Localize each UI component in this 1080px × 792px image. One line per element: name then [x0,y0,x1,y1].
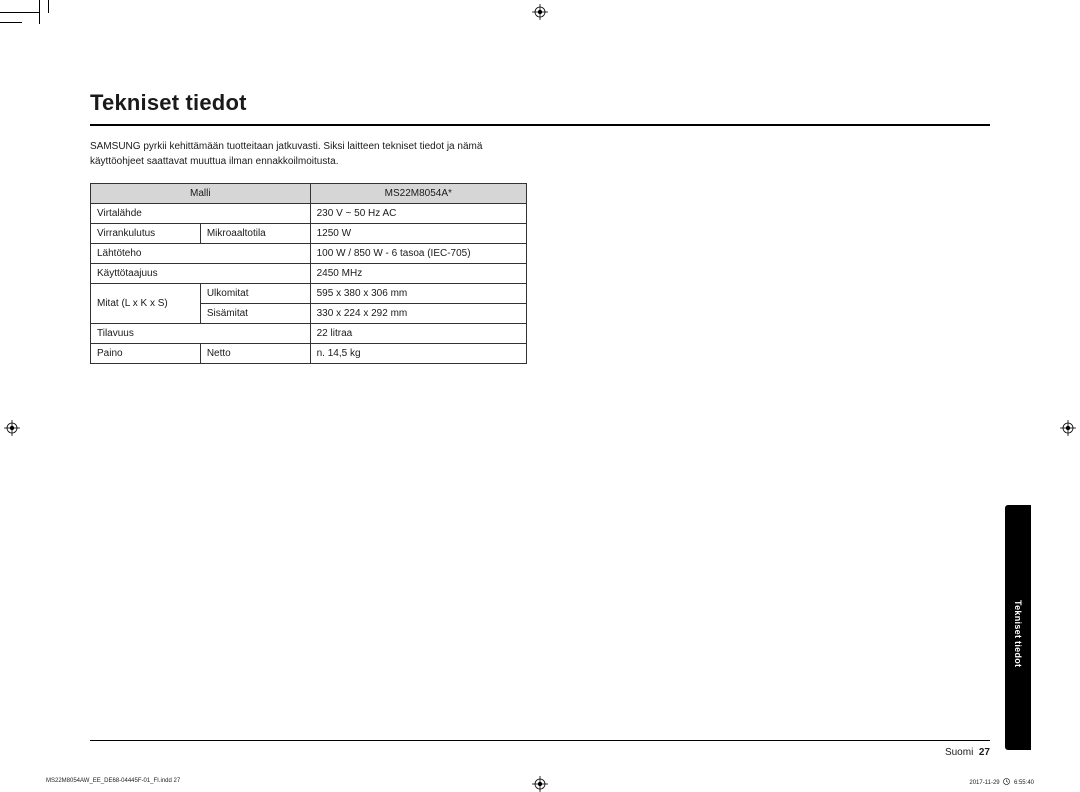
specifications-table: Malli MS22M8054A* Virtalähde230 V ~ 50 H… [90,183,527,364]
table-cell: 230 V ~ 50 Hz AC [310,204,526,224]
table-cell: Paino [91,344,201,364]
table-cell: Käyttötaajuus [91,264,311,284]
table-row: Virtalähde230 V ~ 50 Hz AC [91,204,527,224]
page-title: Tekniset tiedot [90,90,990,116]
table-cell: Virrankulutus [91,224,201,244]
page-number: Suomi 27 [945,747,990,758]
table-row: VirrankulutusMikroaaltotila1250 W [91,224,527,244]
table-cell: Netto [200,344,310,364]
table-cell: 330 x 224 x 292 mm [310,304,526,324]
table-row: Käyttötaajuus2450 MHz [91,264,527,284]
table-header-model-label: Malli [91,184,311,204]
table-cell: Lähtöteho [91,244,311,264]
table-header-row: Malli MS22M8054A* [91,184,527,204]
footer-file-info: MS22M8054AW_EE_DE68-04445F-01_FI.indd 27 [46,778,180,784]
footer-time: 6:55:40 [1014,780,1034,786]
table-row: Lähtöteho100 W / 850 W - 6 tasoa (IEC-70… [91,244,527,264]
page-language: Suomi [945,747,973,758]
section-tab: Tekniset tiedot [1005,505,1031,750]
table-header-model-value: MS22M8054A* [310,184,526,204]
intro-paragraph: SAMSUNG pyrkii kehittämään tuotteitaan j… [90,140,490,169]
page-number-value: 27 [979,747,990,758]
table-cell: Sisämitat [200,304,310,324]
table-cell: n. 14,5 kg [310,344,526,364]
footer-date: 2017-11-29 [969,780,999,786]
table-cell: Mikroaaltotila [200,224,310,244]
table-cell: 595 x 380 x 306 mm [310,284,526,304]
table-cell: 100 W / 850 W - 6 tasoa (IEC-705) [310,244,526,264]
page-content: Tekniset tiedot SAMSUNG pyrkii kehittämä… [0,0,1080,790]
footer-timestamp: 2017-11-29 6:55:40 [969,778,1034,787]
table-cell: Tilavuus [91,324,311,344]
title-rule [90,124,990,126]
table-cell: Ulkomitat [200,284,310,304]
clock-icon [1003,778,1010,787]
table-cell: 22 litraa [310,324,526,344]
table-cell: 1250 W [310,224,526,244]
table-cell: 2450 MHz [310,264,526,284]
table-cell: Mitat (L x K x S) [91,284,201,324]
section-tab-label: Tekniset tiedot [1013,600,1023,667]
table-cell: Virtalähde [91,204,311,224]
table-row: Tilavuus22 litraa [91,324,527,344]
table-row: Mitat (L x K x S)Ulkomitat595 x 380 x 30… [91,284,527,304]
table-row: PainoNetton. 14,5 kg [91,344,527,364]
footer-rule [90,740,990,741]
